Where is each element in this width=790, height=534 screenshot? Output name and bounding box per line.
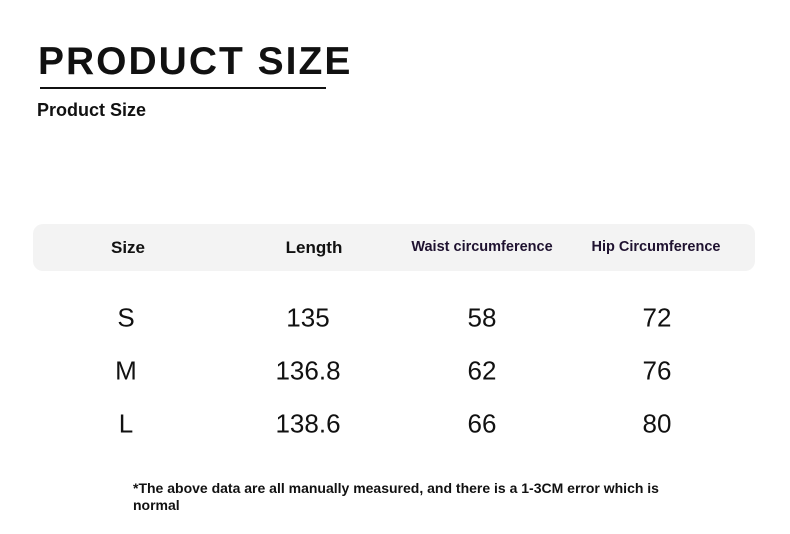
cell-length: 136.8 <box>275 355 341 386</box>
cell-hip: 76 <box>642 355 672 386</box>
cell-size: L <box>118 408 134 439</box>
cell-length: 135 <box>286 302 330 333</box>
cell-size: S <box>117 302 135 333</box>
cell-length: 138.6 <box>275 408 341 439</box>
cell-waist: 66 <box>467 408 497 439</box>
cell-size: M <box>115 355 137 386</box>
cell-waist: 58 <box>467 302 497 333</box>
measurement-note: *The above data are all manually measure… <box>133 480 659 513</box>
cell-waist: 62 <box>467 355 497 386</box>
header-hip: Hip Circumference <box>591 239 721 255</box>
page-title: PRODUCT SIZE <box>38 40 353 83</box>
header-waist: Waist circumference <box>411 239 553 255</box>
cell-hip: 72 <box>642 302 672 333</box>
header-length: Length <box>285 238 343 257</box>
page-subtitle: Product Size <box>37 100 147 120</box>
cell-hip: 80 <box>642 408 672 439</box>
table-header: Size Length Waist circumference Hip Circ… <box>33 224 755 271</box>
header-size: Size <box>110 238 146 257</box>
title-underline <box>40 87 326 89</box>
